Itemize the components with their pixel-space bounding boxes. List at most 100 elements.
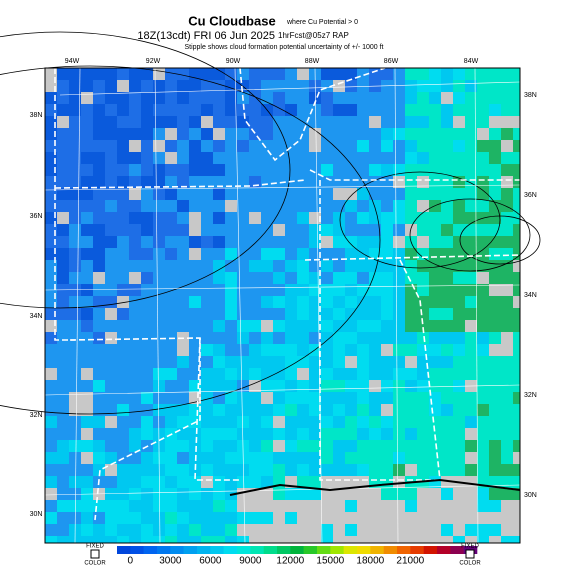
map-cell xyxy=(213,476,225,488)
map-cell xyxy=(141,248,153,260)
map-cell xyxy=(501,272,513,284)
map-cell xyxy=(297,356,309,368)
map-cell xyxy=(501,296,513,308)
map-cell xyxy=(93,344,105,356)
map-cell xyxy=(513,308,520,320)
map-cell xyxy=(285,260,297,272)
map-cell xyxy=(477,284,489,296)
map-cell xyxy=(453,500,465,512)
map-cell xyxy=(153,200,165,212)
map-cell xyxy=(261,392,273,404)
map-cell xyxy=(177,536,189,543)
map-cell xyxy=(417,500,429,512)
map-cell xyxy=(45,464,57,476)
map-cell xyxy=(201,404,213,416)
map-cell xyxy=(465,176,477,188)
map-cell xyxy=(453,296,465,308)
map-cell xyxy=(189,464,201,476)
map-cell xyxy=(393,428,405,440)
map-cell xyxy=(201,512,213,524)
map-cell xyxy=(45,236,57,248)
map-cell xyxy=(513,368,520,380)
map-cell xyxy=(453,488,465,500)
map-cell xyxy=(453,212,465,224)
map-cell xyxy=(273,332,285,344)
map-cell xyxy=(477,464,489,476)
map-cell xyxy=(357,404,369,416)
map-cell xyxy=(201,356,213,368)
map-cell xyxy=(333,68,345,80)
map-cell xyxy=(237,500,249,512)
map-cell xyxy=(237,344,249,356)
map-cell xyxy=(225,188,237,200)
map-cell xyxy=(453,512,465,524)
lon-line xyxy=(74,67,81,544)
map-cell xyxy=(81,164,93,176)
map-cell xyxy=(405,116,417,128)
map-cell xyxy=(273,212,285,224)
map-cell xyxy=(165,464,177,476)
map-cell xyxy=(453,128,465,140)
map-cell xyxy=(321,128,333,140)
map-cell xyxy=(105,176,117,188)
map-cell xyxy=(129,224,141,236)
map-cell xyxy=(405,488,417,500)
colorbar-label: 15000 xyxy=(316,556,344,567)
map xyxy=(0,31,541,544)
map-cell xyxy=(141,92,153,104)
map-cell xyxy=(381,296,393,308)
map-cell xyxy=(477,188,489,200)
map-cell xyxy=(189,80,201,92)
map-cell xyxy=(333,428,345,440)
map-cell xyxy=(45,380,57,392)
map-cell xyxy=(489,332,501,344)
map-cell xyxy=(489,164,501,176)
map-cell xyxy=(45,212,57,224)
map-cell xyxy=(69,308,81,320)
map-cell xyxy=(261,524,273,536)
map-cell xyxy=(129,116,141,128)
map-cell xyxy=(129,188,141,200)
lat-line xyxy=(44,384,521,396)
map-cell xyxy=(249,68,261,80)
map-cell xyxy=(417,236,429,248)
map-cell xyxy=(333,404,345,416)
colorbar-segment xyxy=(197,546,211,554)
map-cell xyxy=(453,272,465,284)
map-cell xyxy=(237,512,249,524)
map-cell xyxy=(465,272,477,284)
map-cell xyxy=(345,68,357,80)
map-cell xyxy=(285,524,297,536)
lat-label: 38N xyxy=(30,112,43,119)
map-cell xyxy=(213,512,225,524)
map-cell xyxy=(405,212,417,224)
map-cell xyxy=(453,164,465,176)
map-cell xyxy=(453,188,465,200)
map-cell xyxy=(189,212,201,224)
map-cell xyxy=(249,296,261,308)
map-cell xyxy=(165,404,177,416)
map-cell xyxy=(189,440,201,452)
map-cell xyxy=(225,404,237,416)
map-cell xyxy=(261,236,273,248)
map-cell xyxy=(45,224,57,236)
map-cell xyxy=(477,248,489,260)
map-cell xyxy=(441,500,453,512)
map-cell xyxy=(273,392,285,404)
map-cell xyxy=(369,272,381,284)
map-cell xyxy=(285,320,297,332)
map-cell xyxy=(429,488,441,500)
map-cell xyxy=(465,464,477,476)
map-cell xyxy=(333,188,345,200)
map-cell xyxy=(153,152,165,164)
map-cell xyxy=(513,380,520,392)
map-cell xyxy=(357,428,369,440)
map-cell xyxy=(477,320,489,332)
map-cell xyxy=(393,284,405,296)
map-cell xyxy=(393,296,405,308)
map-cell xyxy=(297,524,309,536)
map-cell xyxy=(57,200,69,212)
map-cell xyxy=(297,404,309,416)
map-cell xyxy=(393,236,405,248)
map-cell xyxy=(393,140,405,152)
